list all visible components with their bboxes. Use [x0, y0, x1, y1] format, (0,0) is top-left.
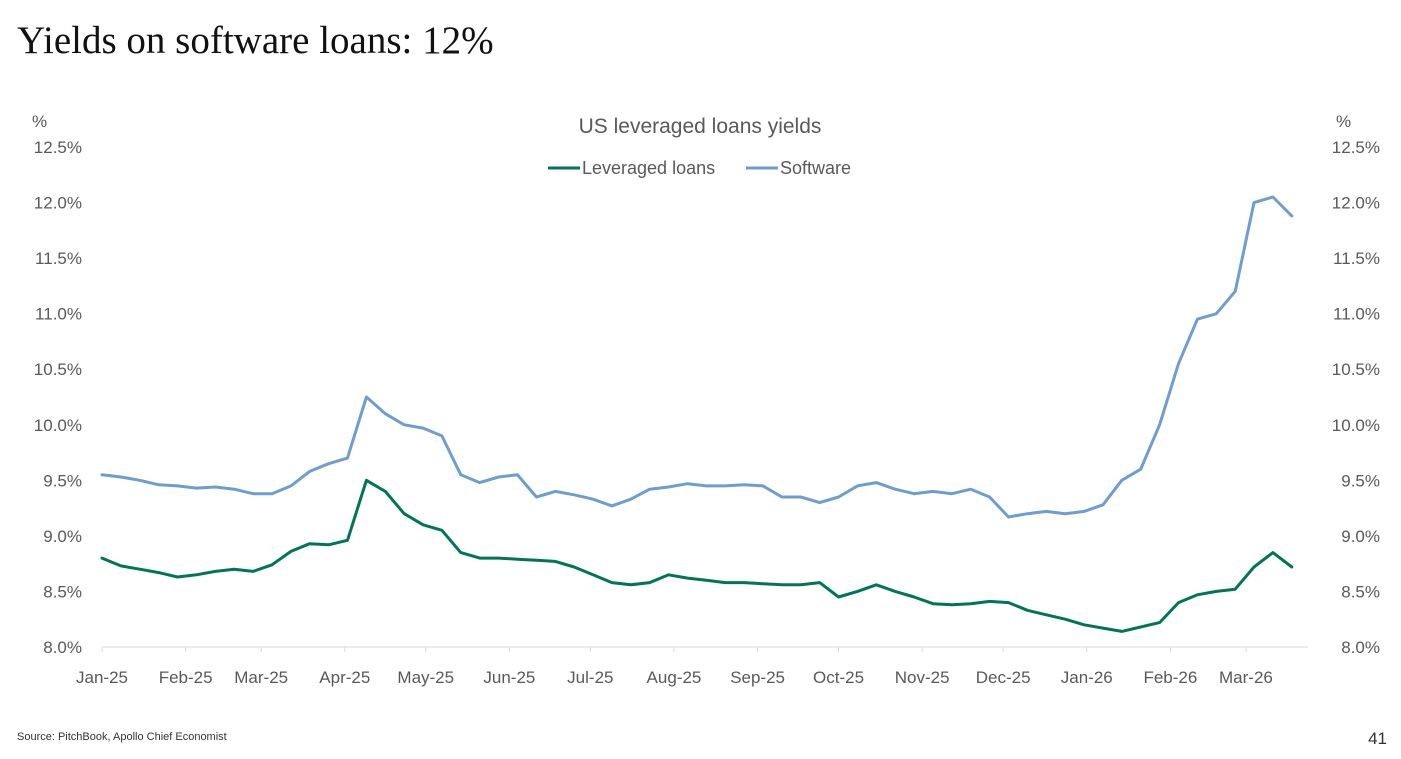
slide-title: Yields on software loans: 12% [17, 19, 494, 62]
series-line-software [100, 195, 1294, 519]
x-tick-label: Oct-25 [813, 668, 864, 687]
y-unit-right: % [1336, 112, 1351, 131]
y-tick-label-left: 10.0% [34, 416, 82, 435]
x-tick-label: Jul-25 [567, 668, 613, 687]
x-tick-label: Feb-25 [159, 668, 213, 687]
y-tick-label-right: 9.5% [1341, 471, 1380, 490]
y-tick-label-left: 12.5% [34, 138, 82, 157]
x-tick-label: Jan-25 [76, 668, 128, 687]
chart-title: US leveraged loans yields [579, 115, 822, 138]
x-tick-label: Dec-25 [976, 668, 1031, 687]
y-axis-right: 8.0% 8.5% 9.0% 9.5% 10.0% 10.5% 11.0% 11.5% 12.0… [1332, 138, 1380, 657]
y-tick-label-right: 12.5% [1332, 138, 1380, 157]
line-chart: US leveraged loans yields % % Leveraged … [32, 112, 1380, 687]
x-tick-label: Feb-26 [1143, 668, 1197, 687]
y-tick-label-left: 9.5% [43, 471, 82, 490]
page-number: 41 [1368, 729, 1387, 748]
y-tick-label-left: 10.5% [34, 360, 82, 379]
source-note: Source: PitchBook, Apollo Chief Economis… [17, 731, 227, 743]
y-axis-left: 8.0% 8.5% 9.0% 9.5% 10.0% 10.5% 11.0% 11.5% 12.0… [34, 138, 82, 657]
y-tick-label-left: 11.5% [35, 249, 82, 268]
x-axis: Jan-25 Feb-25 Mar-25 Apr-25 May-25 Jun-25 Jul-… [76, 647, 1273, 687]
y-tick-label-right: 11.0% [1333, 305, 1380, 324]
y-tick-label-right: 8.5% [1341, 582, 1380, 601]
y-tick-label-right: 9.0% [1341, 527, 1380, 546]
legend-label-leveraged-loans: Leveraged loans [582, 158, 715, 178]
y-tick-label-left: 8.0% [43, 638, 82, 657]
y-tick-label-left: 11.0% [35, 305, 82, 324]
y-unit-left: % [32, 112, 47, 131]
x-tick-label: Mar-26 [1219, 668, 1273, 687]
y-tick-label-right: 10.5% [1332, 360, 1380, 379]
y-tick-label-right: 8.0% [1341, 638, 1380, 657]
x-tick-label: Mar-25 [234, 668, 288, 687]
legend: Leveraged loans Software [548, 158, 851, 178]
legend-label-software: Software [780, 158, 851, 178]
x-tick-label: Apr-25 [319, 668, 370, 687]
y-tick-label-left: 9.0% [43, 527, 82, 546]
y-tick-label-left: 12.0% [34, 194, 82, 213]
x-tick-label: Jan-26 [1061, 668, 1113, 687]
x-tick-label: Nov-25 [895, 668, 950, 687]
x-tick-label: May-25 [397, 668, 454, 687]
series-layer [100, 195, 1294, 633]
series-line-leveraged-loans [100, 478, 1294, 633]
y-tick-label-left: 8.5% [43, 582, 82, 601]
x-tick-label: Jun-25 [483, 668, 535, 687]
x-tick-label: Sep-25 [730, 668, 785, 687]
y-tick-label-right: 12.0% [1332, 194, 1380, 213]
x-tick-label: Aug-25 [647, 668, 702, 687]
y-tick-label-right: 11.5% [1333, 249, 1380, 268]
y-tick-label-right: 10.0% [1332, 416, 1380, 435]
